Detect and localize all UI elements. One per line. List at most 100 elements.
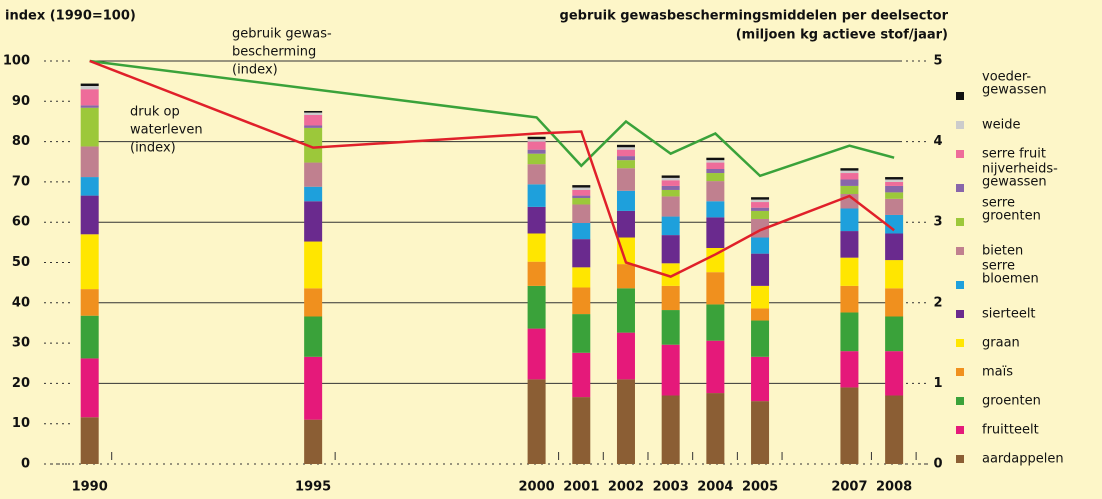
bar-segment: [706, 201, 725, 218]
x-tick-label: 2007: [831, 480, 867, 495]
bar-segment: [616, 168, 635, 191]
bar-segment: [751, 210, 770, 219]
bar-segment: [751, 197, 770, 200]
bar-segment: [572, 204, 591, 224]
bar-segment: [706, 272, 725, 305]
y-tick-label: 100: [3, 54, 30, 69]
x-tick-label: 2008: [876, 480, 912, 495]
bar-segment: [706, 304, 725, 341]
legend-label-line: voeder-: [982, 70, 1031, 85]
y-tick-label: 50: [12, 255, 30, 270]
bar-segment: [885, 177, 904, 180]
bar-segment: [616, 210, 635, 238]
bar-segment: [885, 233, 904, 261]
bar-segment: [751, 202, 770, 208]
bar-segment: [885, 395, 904, 464]
bar-segment: [304, 241, 323, 289]
bar-segment: [572, 287, 591, 315]
bar-segment: [616, 332, 635, 380]
bar-segment: [840, 257, 859, 286]
legend-swatch: [956, 426, 964, 434]
legend-swatch: [956, 247, 964, 255]
annotation-line: waterleven: [130, 123, 203, 138]
y-tick-label: 0: [21, 457, 30, 472]
bar-segment: [527, 139, 546, 142]
bar-segment: [616, 156, 635, 161]
legend-label: sierteelt: [982, 307, 1036, 322]
bar-segment: [80, 358, 99, 418]
bar-segment: [527, 164, 546, 185]
x-tick-label: 1990: [72, 480, 108, 495]
bar-segment: [80, 289, 99, 316]
bar-segment: [572, 397, 591, 464]
y-axis-title: index (1990=100): [5, 9, 136, 24]
bar-segment: [304, 112, 323, 116]
legend-swatch: [956, 310, 964, 318]
bar-segment: [616, 288, 635, 333]
bar-segment: [885, 198, 904, 215]
bar-segment: [527, 153, 546, 165]
bar-segment: [661, 235, 680, 264]
bar-segment: [885, 185, 904, 193]
bar-segment: [751, 308, 770, 321]
bar-segment: [80, 177, 99, 196]
bar-segment: [80, 146, 99, 178]
bar-segment: [80, 195, 99, 235]
bar-segment: [661, 185, 680, 190]
bar-segment: [840, 179, 859, 186]
legend-swatch: [956, 397, 964, 405]
bar-segment: [304, 162, 323, 187]
bar-segment: [706, 162, 725, 170]
bar-segment: [572, 198, 591, 205]
bar-segment: [527, 379, 546, 464]
y2-axis-title: gebruik gewasbeschermingsmiddelen per de…: [560, 9, 949, 43]
bar-segment: [80, 315, 99, 359]
y-tick-label: 10: [12, 416, 30, 431]
bar-segment: [80, 85, 99, 90]
bar-segment: [706, 393, 725, 464]
bar-segment: [706, 181, 725, 202]
legend-label-line: weide: [982, 118, 1021, 133]
bar-segment: [304, 419, 323, 464]
bar-segment: [661, 285, 680, 311]
annotation-line: druk op: [130, 105, 180, 120]
bar-segment: [885, 316, 904, 352]
x-tick-label: 2004: [697, 480, 733, 495]
bar-segment: [751, 320, 770, 357]
bar-segment: [661, 189, 680, 197]
bar-segment: [304, 186, 323, 202]
annotation-line: (index): [232, 63, 278, 78]
bar-segment: [885, 288, 904, 317]
bar-segment: [751, 356, 770, 402]
y-tick-label: 70: [12, 174, 30, 189]
y2-tick-label: 3: [933, 215, 942, 230]
y-tick-label: 30: [12, 336, 30, 351]
legend-swatch: [956, 368, 964, 376]
bar-segment: [840, 387, 859, 464]
legend-label: bieten: [982, 244, 1023, 259]
bar-segment: [661, 395, 680, 464]
bar-segment: [840, 185, 859, 194]
legend-label: weide: [982, 118, 1021, 133]
bar-segment: [80, 83, 99, 86]
index-line: [89, 59, 895, 278]
bar-segment: [840, 285, 859, 313]
y2-axis-title-line: gebruik gewasbeschermingsmiddelen per de…: [560, 9, 949, 24]
bar-segment: [751, 253, 770, 286]
bar-segment: [527, 141, 546, 150]
bar-segment: [661, 216, 680, 236]
legend-label-line: serre: [982, 196, 1015, 211]
bar-segment: [572, 189, 591, 196]
bar-segment: [885, 351, 904, 396]
bar-segment: [840, 168, 859, 171]
legend-swatch: [956, 92, 964, 100]
legend-label-line: serre fruit: [982, 147, 1046, 162]
legend-label-line: maïs: [982, 365, 1013, 380]
legend-label-line: groenten: [982, 394, 1041, 409]
legend-label-line: aardappelen: [982, 452, 1064, 467]
x-tick-label: 2005: [742, 480, 778, 495]
legend-label-line: serre: [982, 259, 1015, 274]
y2-axis-title-line: (miljoen kg actieve stof/jaar): [736, 28, 948, 43]
